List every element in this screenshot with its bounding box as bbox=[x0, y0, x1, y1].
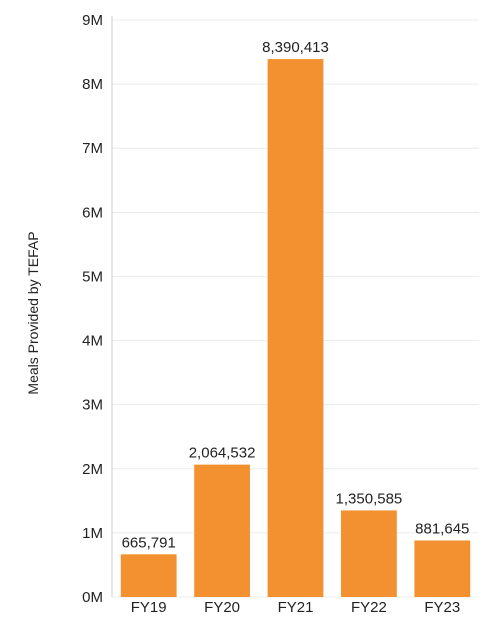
x-tick-label-fy20: FY20 bbox=[204, 599, 240, 616]
bar-fy20 bbox=[194, 464, 250, 597]
x-tick-label-fy19: FY19 bbox=[131, 599, 167, 616]
y-tick-label: 7M bbox=[82, 140, 103, 157]
y-tick-label: 9M bbox=[82, 12, 103, 29]
y-axis-title: Meals Provided by TEFAP bbox=[25, 231, 41, 394]
bar-fy23 bbox=[414, 540, 471, 597]
y-axis-ticks: 0M 1M 2M 3M 4M 5M 6M 7M 8M 9M bbox=[82, 12, 103, 606]
y-tick-label: 6M bbox=[82, 204, 103, 221]
data-label-fy23: 881,645 bbox=[415, 520, 469, 537]
x-axis-ticks: FY19 FY20 FY21 FY22 FY23 bbox=[131, 599, 460, 616]
bar-fy21 bbox=[267, 59, 324, 597]
y-tick-label: 4M bbox=[82, 333, 103, 350]
data-label-fy20: 2,064,532 bbox=[189, 445, 256, 462]
y-tick-label: 5M bbox=[82, 268, 103, 285]
y-tick-label: 0M bbox=[82, 589, 103, 606]
y-tick-label: 1M bbox=[82, 525, 103, 542]
bar-fy22 bbox=[341, 510, 397, 597]
y-tick-label: 3M bbox=[82, 397, 103, 414]
data-label-fy19: 665,791 bbox=[122, 534, 176, 551]
x-tick-label-fy21: FY21 bbox=[278, 599, 314, 616]
x-tick-label-fy22: FY22 bbox=[351, 599, 387, 616]
x-tick-label-fy23: FY23 bbox=[424, 599, 460, 616]
y-tick-label: 2M bbox=[82, 461, 103, 478]
data-label-fy21: 8,390,413 bbox=[262, 39, 329, 56]
bar-fy19 bbox=[120, 554, 177, 597]
data-label-fy22: 1,350,585 bbox=[336, 490, 403, 507]
data-labels: 665,791 2,064,532 8,390,413 1,350,585 881,64… bbox=[122, 39, 470, 551]
bars bbox=[120, 59, 471, 597]
y-tick-label: 8M bbox=[82, 76, 103, 93]
